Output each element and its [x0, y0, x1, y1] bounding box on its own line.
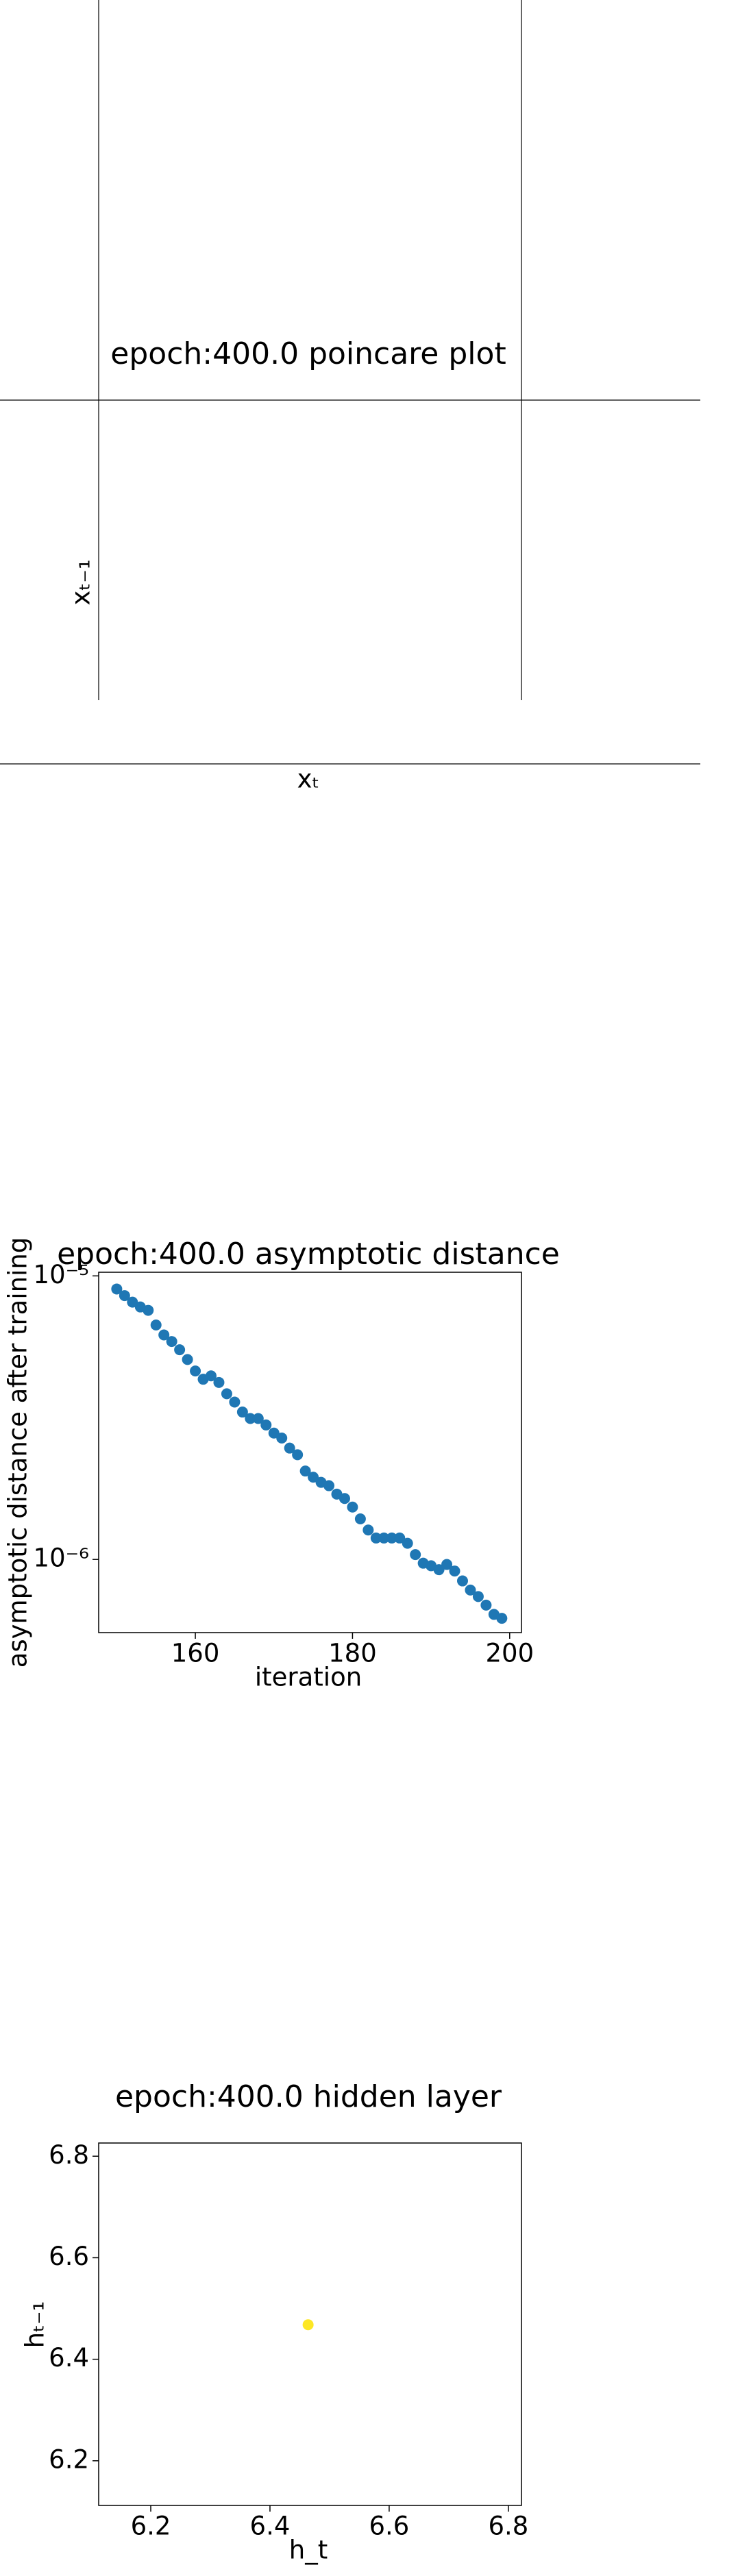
plot-frame	[98, 1272, 522, 1633]
point	[119, 1290, 130, 1302]
y-tick-label: 6.4	[49, 2343, 89, 2373]
point	[386, 1532, 397, 1544]
y-tick-label: 6.2	[49, 2444, 89, 2474]
point	[308, 1472, 319, 1483]
point	[276, 1432, 288, 1444]
point	[299, 1465, 311, 1477]
x-tick-label: 6.4	[250, 2512, 291, 2541]
point	[402, 1537, 413, 1549]
point	[472, 1591, 484, 1602]
y-tick-label: 10⁻⁶	[34, 1544, 89, 1573]
point	[236, 1407, 248, 1418]
point	[339, 1493, 350, 1504]
y-tick-label: 10⁻⁵	[34, 1260, 89, 1289]
point	[150, 1320, 162, 1331]
point	[268, 1427, 280, 1439]
point	[410, 1549, 421, 1561]
point	[456, 1575, 468, 1587]
point	[441, 1559, 453, 1570]
point	[292, 1449, 304, 1461]
point	[347, 1501, 358, 1513]
x-tick-label: 160	[171, 1639, 220, 1668]
point	[449, 1565, 460, 1577]
point	[284, 1442, 295, 1454]
point	[229, 1396, 241, 1408]
point	[205, 1370, 217, 1382]
point	[433, 1564, 445, 1576]
point	[378, 1532, 390, 1544]
point	[465, 1584, 476, 1596]
point	[143, 1304, 154, 1316]
x-tick-label: 6.6	[369, 2512, 409, 2541]
y-tick-label: 6.6	[49, 2242, 89, 2271]
point	[221, 1388, 232, 1400]
point	[174, 1344, 186, 1356]
point	[245, 1413, 256, 1424]
chart-title: epoch:400.0 hidden layer	[115, 2079, 502, 2114]
point	[213, 1376, 225, 1388]
point	[370, 1532, 382, 1544]
point	[111, 1283, 123, 1295]
chart-title: epoch:400.0 asymptotic distance	[57, 1237, 560, 1272]
point	[354, 1513, 366, 1525]
x-tick-label: 200	[485, 1639, 534, 1668]
x-axis-label: iteration	[255, 1663, 362, 1692]
point	[158, 1329, 170, 1341]
y-axis-label: hₜ₋₁	[21, 2301, 50, 2349]
point	[323, 1480, 335, 1491]
point	[362, 1524, 374, 1536]
chart-title: epoch:400.0 poincare plot	[110, 336, 506, 371]
y-axis-label: asymptotic distance after training	[3, 1237, 33, 1668]
point	[127, 1296, 138, 1308]
x-tick-label: 6.8	[488, 2512, 528, 2541]
y-tick-label: 6.8	[49, 2140, 89, 2170]
poincare-frame	[0, 0, 700, 765]
point	[252, 1413, 264, 1424]
point	[190, 1365, 201, 1377]
point	[394, 1532, 406, 1544]
point	[182, 1354, 193, 1365]
x-tick-label: 180	[328, 1639, 377, 1668]
x-axis-label: xₜ	[297, 765, 320, 794]
x-axis-label: h_t	[289, 2536, 328, 2565]
point	[166, 1336, 177, 1348]
y-axis-label: xₜ₋₁	[66, 559, 96, 605]
plot-frame	[98, 2142, 522, 2506]
point	[260, 1419, 272, 1431]
point	[480, 1599, 492, 1611]
x-tick-label: 6.2	[131, 2512, 171, 2541]
point	[302, 2319, 314, 2331]
point	[496, 1613, 508, 1624]
